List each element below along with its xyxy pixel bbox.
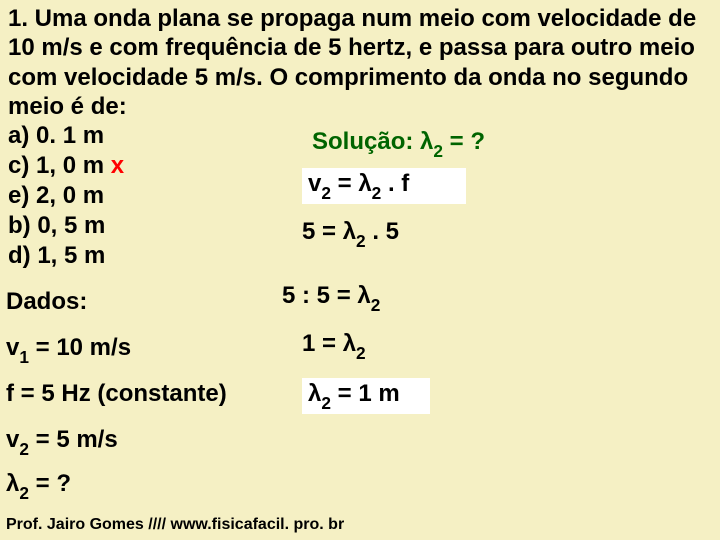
option: d) 1, 5 m bbox=[8, 242, 105, 270]
dados-item: f = 5 Hz (constante) bbox=[6, 380, 227, 408]
equation: λ2 = 1 m bbox=[302, 378, 430, 414]
question-text: 1. Uma onda plana se propaga num meio co… bbox=[8, 4, 712, 121]
equation: v2 = λ2 . f bbox=[302, 168, 466, 204]
option: b) 0, 5 m bbox=[8, 212, 105, 240]
dados-label: Dados: bbox=[6, 288, 87, 316]
equation: 5 = λ2 . 5 bbox=[302, 218, 399, 250]
dados-item: v1 = 10 m/s bbox=[6, 334, 131, 366]
option: a) 0. 1 m bbox=[8, 122, 104, 150]
option: e) 2, 0 m bbox=[8, 182, 104, 210]
dados-item: v2 = 5 m/s bbox=[6, 426, 118, 458]
solution-label: Solução: λ2 = ? bbox=[312, 128, 485, 160]
footer-text: Prof. Jairo Gomes //// www.fisicafacil. … bbox=[6, 516, 344, 534]
dados-item: λ2 = ? bbox=[6, 470, 71, 502]
option: c) 1, 0 m x bbox=[8, 152, 124, 180]
correct-mark: x bbox=[111, 152, 124, 179]
equation: 5 : 5 = λ2 bbox=[282, 282, 380, 314]
slide: 1. Uma onda plana se propaga num meio co… bbox=[0, 0, 720, 540]
equation: 1 = λ2 bbox=[302, 330, 366, 362]
